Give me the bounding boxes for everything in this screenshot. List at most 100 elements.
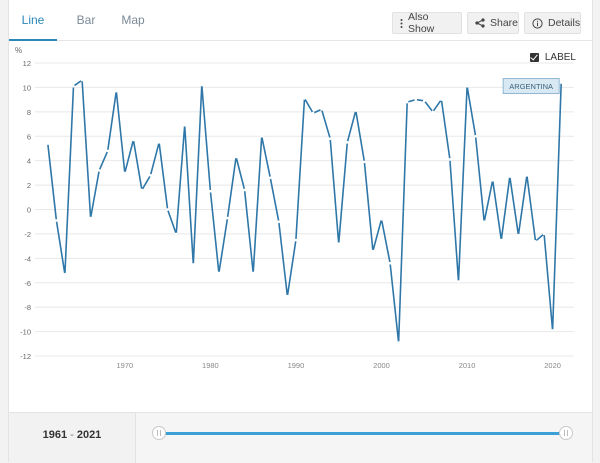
- data-point: [200, 83, 204, 87]
- data-point: [534, 239, 537, 243]
- data-point: [388, 261, 392, 265]
- data-point: [174, 232, 178, 236]
- data-point: [422, 99, 426, 103]
- data-point: [320, 108, 323, 111]
- data-point: [457, 280, 460, 283]
- data-point: [328, 137, 332, 140]
- data-point: [80, 78, 84, 82]
- x-tick-label: 1980: [202, 361, 219, 370]
- data-point: [140, 188, 144, 192]
- data-point: [465, 84, 469, 88]
- slider-start-handle[interactable]: [152, 426, 166, 440]
- y-tick-label: -2: [24, 230, 31, 239]
- tab-line[interactable]: Line: [9, 0, 57, 41]
- data-point: [209, 189, 212, 193]
- y-tick-label: 0: [27, 206, 31, 215]
- slider-end-handle[interactable]: [559, 426, 573, 440]
- label-toggle[interactable]: LABEL: [529, 52, 576, 63]
- data-point: [123, 171, 127, 175]
- chart-panel: Line Bar Map Also Show Share: [8, 0, 593, 463]
- data-point: [448, 158, 452, 161]
- more-vertical-icon: [400, 18, 403, 28]
- data-point: [286, 294, 289, 298]
- y-tick-label: -12: [20, 352, 31, 361]
- data-point: [157, 141, 161, 144]
- data-point: [251, 271, 255, 275]
- data-point: [303, 97, 306, 100]
- x-tick-label: 1970: [116, 361, 133, 370]
- data-point: [166, 208, 169, 211]
- data-point: [243, 188, 246, 192]
- year-range-label: 1961-2021: [9, 413, 136, 463]
- y-tick-label: -4: [24, 254, 31, 263]
- data-point: [542, 232, 546, 236]
- tab-map[interactable]: Map: [121, 13, 145, 27]
- chart-type-tabs: Line Bar Map Also Show Share: [9, 0, 592, 41]
- series-label-argentina: ARGENTINA: [509, 82, 553, 91]
- data-point: [345, 141, 349, 144]
- data-point: [311, 111, 315, 115]
- x-tick-label: 2020: [544, 361, 561, 370]
- x-tick-label: 2000: [373, 361, 390, 370]
- y-tick-label: 6: [27, 132, 31, 141]
- time-range-bar: 1961-2021: [9, 412, 592, 463]
- data-point: [191, 263, 195, 266]
- x-tick-label: 2010: [459, 361, 476, 370]
- details-button[interactable]: Details: [524, 12, 581, 34]
- data-point: [414, 98, 418, 101]
- data-point: [294, 238, 298, 242]
- data-point: [337, 242, 341, 245]
- y-tick-label: 2: [27, 181, 31, 190]
- also-show-label: Also Show: [408, 11, 435, 35]
- data-point: [89, 216, 92, 220]
- y-tick-label: 12: [23, 59, 31, 68]
- x-tick-label: 1990: [288, 361, 305, 370]
- also-show-button[interactable]: Also Show: [392, 11, 462, 35]
- series-label-box: [502, 78, 560, 95]
- data-point: [525, 174, 529, 177]
- year-range-slider-track[interactable]: [159, 432, 567, 435]
- data-point: [517, 233, 520, 237]
- data-point: [234, 155, 238, 159]
- data-point: [559, 81, 563, 84]
- data-point: [551, 329, 554, 332]
- y-tick-label: 8: [27, 108, 31, 117]
- data-point: [217, 271, 221, 275]
- data-point: [371, 249, 375, 253]
- data-point: [354, 109, 358, 112]
- line-chart: %12 10 8 6 4 2 0 -2 -4 -6 -8 -10 -12 1970 1980 1990 2000…: [15, 46, 574, 370]
- data-point: [482, 220, 486, 224]
- share-button[interactable]: Share: [467, 12, 519, 34]
- data-point: [114, 89, 118, 93]
- data-point: [97, 169, 101, 172]
- data-point: [440, 98, 443, 101]
- series-line-argentina: [47, 79, 562, 344]
- data-point: [380, 217, 383, 221]
- y-tick-label: -10: [20, 328, 31, 337]
- data-point: [474, 134, 477, 138]
- data-point: [183, 123, 187, 127]
- data-point: [277, 220, 281, 224]
- data-point: [499, 238, 503, 242]
- data-point: [149, 174, 152, 177]
- share-label: Share: [490, 17, 519, 29]
- range-end: 2021: [76, 429, 102, 441]
- data-point: [491, 178, 495, 182]
- y-tick-label: -8: [24, 303, 31, 312]
- data-point: [72, 84, 75, 88]
- data-point: [63, 272, 67, 276]
- data-point: [260, 134, 264, 138]
- data-point: [431, 110, 435, 114]
- info-icon: [532, 17, 543, 29]
- range-start: 1961: [42, 429, 68, 441]
- data-point: [405, 100, 409, 104]
- y-tick-label: 4: [27, 157, 31, 166]
- label-checkbox[interactable]: [529, 53, 539, 62]
- y-axis-unit-label: %: [15, 46, 22, 55]
- tab-bar[interactable]: Bar: [76, 13, 96, 27]
- y-tick-label: -6: [24, 279, 31, 288]
- details-label: Details: [548, 17, 581, 29]
- data-point: [226, 216, 229, 220]
- data-point: [46, 142, 50, 145]
- data-point: [132, 138, 135, 142]
